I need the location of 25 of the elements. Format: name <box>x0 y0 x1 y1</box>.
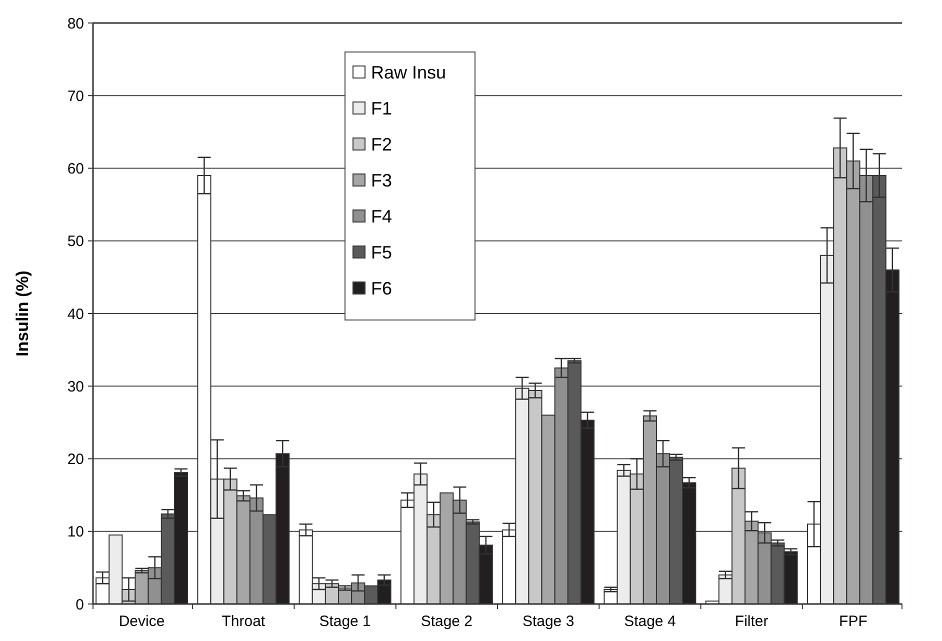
legend-label: F3 <box>371 170 392 190</box>
y-tick-label: 80 <box>67 15 84 32</box>
x-tick-label: Stage 1 <box>319 613 371 630</box>
y-tick-label: 50 <box>67 233 84 250</box>
y-tick-label: 20 <box>67 451 84 468</box>
legend-label: F6 <box>371 278 392 298</box>
y-axis-title: Insulin (%) <box>13 270 32 356</box>
y-tick-label: 10 <box>67 524 84 541</box>
y-tick-label: 30 <box>67 378 84 396</box>
x-tick-label: Device <box>118 613 165 630</box>
x-tick-label: Stage 2 <box>420 613 473 630</box>
legend-label: F2 <box>371 134 392 154</box>
x-tick-label: Stage 3 <box>522 613 574 630</box>
y-tick-label: 40 <box>67 306 84 323</box>
legend-label: Raw Insu <box>371 62 446 82</box>
legend-label: F4 <box>371 206 392 226</box>
legend-label: F5 <box>371 242 392 262</box>
y-tick-label: 60 <box>67 160 84 178</box>
x-tick-label: Throat <box>222 613 266 630</box>
y-tick-label: 0 <box>76 596 84 614</box>
legend-label: F1 <box>371 98 392 118</box>
x-tick-label: FPF <box>839 613 868 630</box>
y-tick-label: 70 <box>67 88 84 105</box>
x-tick-label: Stage 4 <box>624 613 676 630</box>
x-tick-label: Filter <box>734 613 768 630</box>
